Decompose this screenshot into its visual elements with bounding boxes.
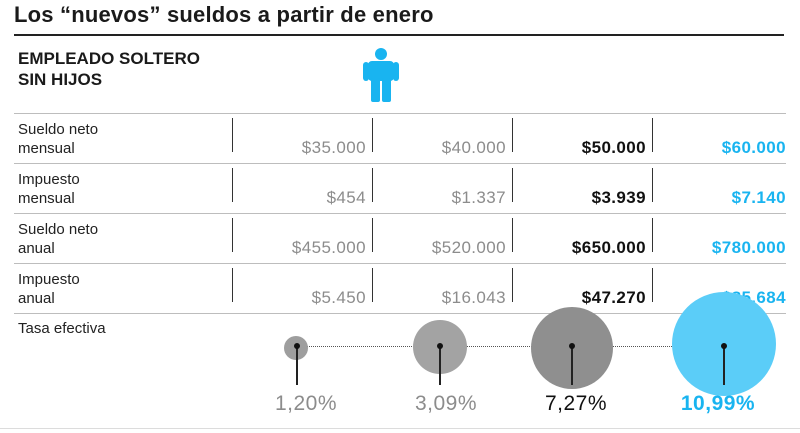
cell: $60.000 [652,118,792,160]
rate-stem [439,347,441,385]
cell: $3.939 [512,168,652,210]
rate-stem-dot [569,343,575,349]
cell-value: $454 [326,188,366,207]
cell-value: $60.000 [721,138,786,157]
row-label: Impuesto anual [18,270,188,308]
cell: $1.337 [372,168,512,210]
row-label-line-1: Sueldo neto [18,221,99,238]
rate-value: 3,09% [414,392,478,415]
cell-value: $650.000 [571,238,646,257]
cell-value: $50.000 [581,138,646,157]
cell: $16.043 [372,268,512,310]
rate-stem [296,347,298,385]
cell-value: $780.000 [711,238,786,257]
cell-value: $1.337 [451,188,506,207]
cell: $780.000 [652,218,792,260]
table-row: Impuesto mensual $454 $1.337 $3.939 $7.1… [14,163,786,214]
subtitle-line-2: SIN HIJOS [18,70,103,89]
rate-stem-dot [437,343,443,349]
cell: $47.270 [512,268,652,310]
row-label-line-1: Sueldo neto [18,121,99,138]
tasa-efectiva-row: Tasa efectiva [14,313,786,424]
subtitle-line-1: EMPLEADO SOLTERO [18,49,200,68]
title-divider [14,34,784,36]
cell: $50.000 [512,118,652,160]
cell: $5.450 [232,268,372,310]
page-title: Los “nuevos” sueldos a partir de enero [14,2,434,27]
cell: $35.000 [232,118,372,160]
row-label: Sueldo neto mensual [18,120,188,158]
cell: $650.000 [512,218,652,260]
cell: $520.000 [372,218,512,260]
cell-value: $40.000 [441,138,506,157]
cell-value: $520.000 [431,238,506,257]
row-label-line-2: mensual [18,140,75,157]
cell-value: $5.450 [311,288,366,307]
row-label-line-2: anual [18,290,55,307]
row-label-line-2: anual [18,240,55,257]
row-label-line-1: Impuesto [18,271,80,288]
cell: $454 [232,168,372,210]
row-label-line-2: mensual [18,190,75,207]
cell: $7.140 [652,168,792,210]
row-label: Impuesto mensual [18,170,188,208]
table-row: Sueldo neto anual $455.000 $520.000 $650… [14,213,786,264]
tasa-label: Tasa efectiva [18,320,106,337]
cell-value: $7.140 [731,188,786,207]
table-row: Sueldo neto mensual $35.000 $40.000 $50.… [14,113,786,164]
rate-stem-dot [294,343,300,349]
rate-value: 7,27% [544,392,608,415]
cell-value: $35.000 [301,138,366,157]
row-label: Sueldo neto anual [18,220,188,258]
rate-value: 10,99% [680,392,756,415]
cell: $455.000 [232,218,372,260]
rate-stem [571,347,573,385]
dotted-baseline [296,346,726,347]
rate-stem [723,347,725,385]
row-label-line-1: Impuesto [18,171,80,188]
cell-value: $3.939 [591,188,646,207]
cell: $40.000 [372,118,512,160]
table-row: Impuesto anual $5.450 $16.043 $47.270 $8… [14,263,786,314]
cell-value: $455.000 [291,238,366,257]
rate-stem-dot [721,343,727,349]
bottom-divider [0,428,800,429]
cell-value: $16.043 [441,288,506,307]
subtitle: EMPLEADO SOLTERO SIN HIJOS [18,48,318,90]
cell-value: $47.270 [581,288,646,307]
rate-value: 1,20% [274,392,338,415]
person-icon [362,48,400,107]
